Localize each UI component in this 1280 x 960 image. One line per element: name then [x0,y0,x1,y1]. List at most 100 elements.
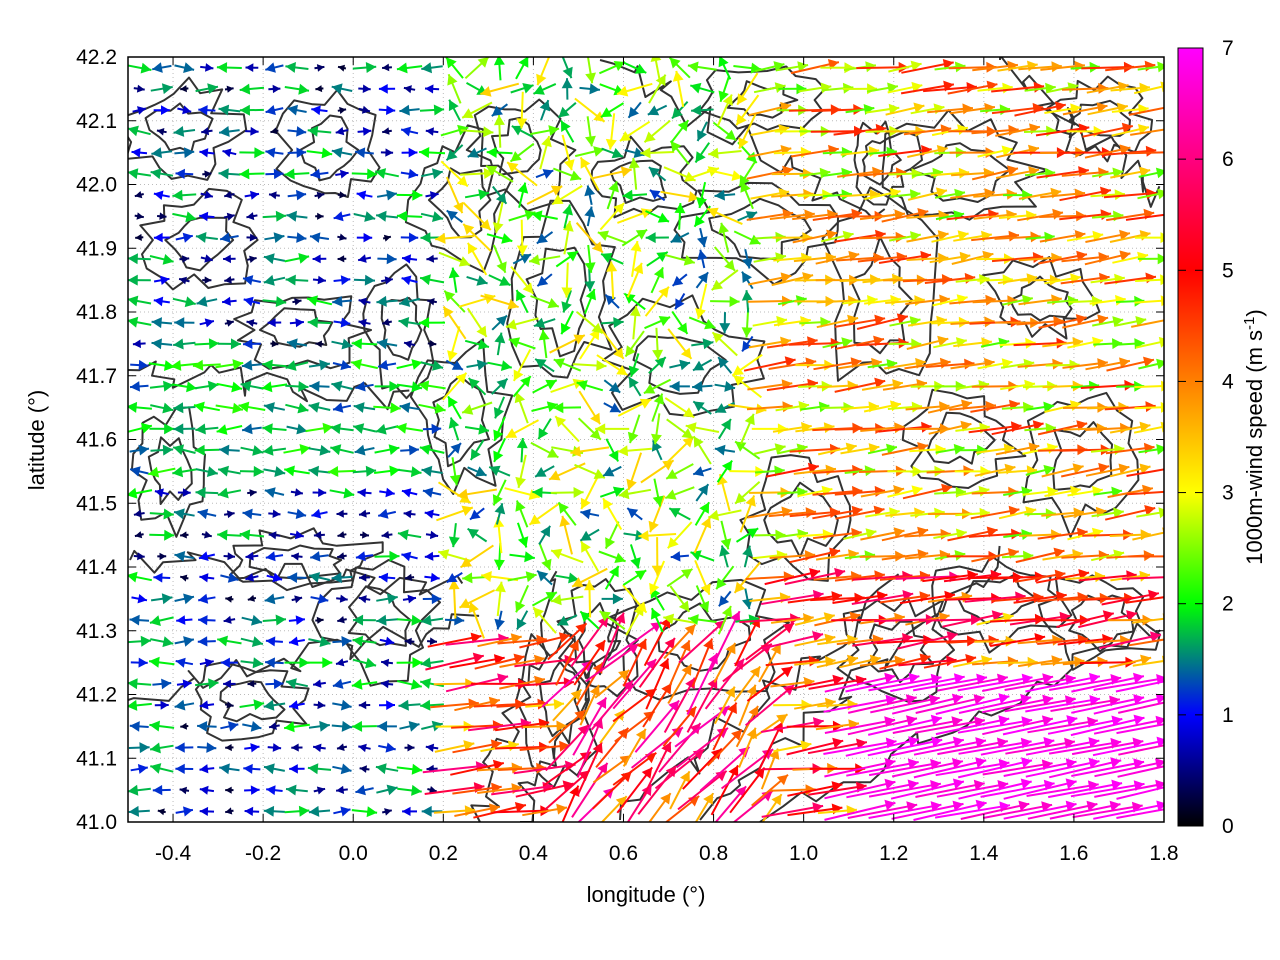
wind-vector [1048,779,1123,799]
wind-vector [555,250,579,268]
wind-vector [445,176,464,214]
wind-vector [603,402,622,413]
wind-vector [198,593,216,604]
wind-vector [378,84,396,94]
wind-vector [1126,468,1164,477]
wind-vector [671,273,688,287]
wind-vector [448,99,461,122]
wind-vector [425,743,439,752]
wind-vector [377,508,397,519]
wind-vector [474,653,525,670]
wind-vector [404,573,415,581]
wind-vector [467,242,488,276]
wind-vector [714,381,736,392]
wind-vector [284,465,310,477]
wind-vector [330,423,354,435]
wind-vector [971,165,1019,181]
wind-vector [561,262,573,298]
wind-vector [522,803,568,817]
wind-vector [398,699,421,711]
wind-vector [434,740,475,753]
wind-vector [685,422,720,433]
wind-vector [955,274,990,285]
wind-vector [440,160,469,188]
wind-vector [264,593,285,605]
wind-vector [890,736,965,757]
wind-vector [435,232,474,244]
y-tick-label: 41.1 [76,747,117,770]
terrain-contour-line [128,360,410,411]
wind-vector [605,438,619,462]
wind-vector [670,551,689,562]
wind-vector [244,743,260,753]
wind-vector [626,452,643,491]
wind-vector [784,567,846,586]
wind-vector [548,709,587,744]
wind-vector [836,252,884,264]
wind-vector [380,148,394,157]
wind-vector [1109,654,1152,669]
wind-vector [706,207,743,226]
terrain-contour-inner [609,159,667,204]
wind-vector [219,763,240,775]
wind-vector [668,57,691,79]
wind-vector [1137,188,1164,200]
terrain-contour-line [128,613,480,702]
wind-vector [270,340,279,348]
wind-vector [215,402,244,414]
wind-vector [742,248,753,269]
wind-vector [734,480,761,505]
wind-vector [314,191,325,200]
terrain-contour [228,527,384,592]
wind-vector [128,635,152,647]
wind-vector [745,622,795,661]
wind-vector [195,232,218,243]
wind-vector [401,551,418,562]
wind-vector [425,530,439,540]
wind-vector [378,742,396,753]
wind-vector [265,636,283,647]
wind-vector [375,423,399,435]
wind-vector [244,806,260,816]
wind-vector [712,702,738,751]
wind-vector [580,475,599,510]
wind-vector [510,265,534,295]
wind-vector [262,210,287,222]
wind-vector [217,635,242,647]
wind-vector [821,402,854,413]
wind-vector [427,340,437,348]
wind-vector [151,338,173,350]
wind-vector [555,572,579,584]
wind-vector [448,267,460,293]
wind-vector [692,400,712,415]
terrain-contour-inner [1052,421,1114,491]
wind-vector [306,147,333,159]
wind-vector [401,275,418,286]
wind-vector [667,328,693,360]
wind-vector [201,127,213,136]
wind-vector [381,808,393,816]
wind-vector [671,310,689,335]
wind-vector [373,465,401,477]
wind-vector [490,377,509,395]
wind-vector [198,105,216,116]
wind-vector [579,610,600,630]
wind-vector [216,62,242,73]
wind-vector [194,338,220,350]
wind-vector [353,402,376,413]
wind-vector [1026,401,1055,413]
wind-vector [738,113,757,150]
wind-vector [735,94,760,126]
wind-vector [174,636,195,647]
wind-vector [308,444,331,456]
wind-vector [584,580,595,618]
wind-vector [180,85,189,93]
wind-vector [507,571,537,583]
wind-vector [692,466,712,477]
wind-vector [174,147,195,159]
terrain-contour-inner [538,660,583,745]
wind-vector [537,418,552,440]
wind-vector [600,328,625,360]
wind-vector [493,57,505,81]
wind-vector [1093,693,1164,715]
